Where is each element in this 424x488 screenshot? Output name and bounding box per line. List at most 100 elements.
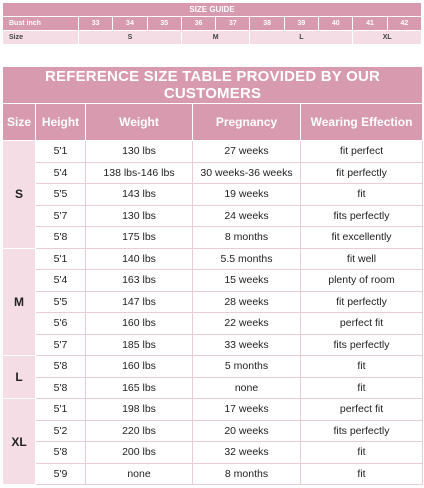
- height-cell: 5'8: [35, 226, 86, 249]
- bust-value: 35: [146, 16, 182, 31]
- table-row: 5'4 163 lbs 15 weeks plenty of room: [3, 269, 424, 292]
- pregnancy-cell: 27 weeks: [192, 140, 301, 163]
- wearing-effection-cell: fit: [299, 441, 424, 464]
- pregnancy-cell: 33 weeks: [192, 334, 301, 356]
- height-cell: 5'6: [35, 312, 86, 335]
- size-value-s: S: [78, 30, 182, 45]
- size-group-cell: XL: [2, 398, 36, 485]
- height-cell: 5'7: [35, 205, 86, 227]
- bust-value: 39: [283, 16, 320, 31]
- pregnancy-cell: 8 months: [192, 226, 301, 249]
- pregnancy-cell: 30 weeks-36 weeks: [192, 162, 301, 184]
- weight-cell: 185 lbs: [85, 334, 193, 356]
- wearing-effection-cell: fit: [299, 377, 424, 399]
- weight-cell: 198 lbs: [85, 398, 193, 421]
- height-cell: 5'8: [35, 441, 86, 464]
- reference-size-table: REFERENCE SIZE TABLE PROVIDED BY OUR CUS…: [1, 66, 424, 485]
- weight-cell: 143 lbs: [85, 183, 193, 206]
- pregnancy-cell: 5.5 months: [192, 248, 301, 270]
- table-row: 5'7 130 lbs 24 weeks fits perfectly: [3, 205, 424, 227]
- bust-row: Bust inch 33 34 35 36 37 38 39 40 41 42: [2, 16, 423, 31]
- weight-cell: 160 lbs: [85, 312, 193, 335]
- table-row: 5'2 220 lbs 20 weeks fits perfectly: [3, 420, 424, 442]
- height-cell: 5'1: [35, 140, 86, 163]
- header-wearing-effection: Wearing Effection: [299, 103, 424, 141]
- table-row: 5'8 200 lbs 32 weeks fit: [3, 441, 424, 464]
- pregnancy-cell: 22 weeks: [192, 312, 301, 335]
- bust-label: Bust inch: [2, 16, 79, 31]
- size-row: Size S M L XL: [2, 30, 422, 45]
- weight-cell: 160 lbs: [85, 355, 193, 378]
- reference-title-row: REFERENCE SIZE TABLE PROVIDED BY OUR CUS…: [1, 66, 424, 104]
- table-row: 5'8 175 lbs 8 months fit excellently: [3, 226, 424, 249]
- height-cell: 5'5: [35, 183, 86, 206]
- table-row: 5'7 185 lbs 33 weeks fits perfectly: [3, 334, 424, 356]
- wearing-effection-cell: fit excellently: [299, 226, 424, 249]
- bust-value: 42: [386, 16, 423, 31]
- height-cell: 5'4: [35, 162, 86, 184]
- bust-value: 38: [249, 16, 285, 31]
- table-row: 5'5 143 lbs 19 weeks fit: [3, 183, 424, 206]
- height-cell: 5'8: [35, 377, 86, 399]
- pregnancy-cell: 15 weeks: [192, 269, 301, 292]
- size-guide-title-row: SIZE GUIDE: [2, 2, 422, 17]
- table-row: S 5'1 130 lbs 27 weeks fit perfect: [2, 140, 424, 249]
- header-weight: Weight: [85, 103, 193, 141]
- weight-cell: 130 lbs: [85, 205, 193, 227]
- height-cell: 5'8: [35, 355, 86, 378]
- bust-value: 40: [318, 16, 354, 31]
- bust-value: 34: [112, 16, 148, 31]
- bust-value: 33: [77, 16, 114, 31]
- height-cell: 5'4: [35, 269, 86, 292]
- wearing-effection-cell: perfect fit: [299, 312, 424, 335]
- wearing-effection-cell: fit: [299, 355, 424, 378]
- wearing-effection-cell: fits perfectly: [299, 205, 424, 227]
- table-row: 5'4 138 lbs-146 lbs 30 weeks-36 weeks fit p…: [3, 162, 424, 184]
- height-cell: 5'2: [35, 420, 86, 442]
- size-guide-table: SIZE GUIDE Bust inch 33 34 35 36 37 38 3…: [2, 2, 423, 45]
- table-row: 5'9 none 8 months fit: [3, 463, 424, 485]
- table-row: XL 5'1 198 lbs 17 weeks perfect fit: [2, 398, 424, 485]
- weight-cell: 220 lbs: [85, 420, 193, 442]
- size-label: Size: [2, 30, 79, 45]
- table-row: 5'6 160 lbs 22 weeks perfect fit: [3, 312, 424, 335]
- reference-table-body: S 5'1 130 lbs 27 weeks fit perfect 5'4 138 lbs…: [2, 140, 424, 485]
- pregnancy-cell: 5 months: [192, 355, 301, 378]
- size-group-cell: L: [2, 355, 36, 399]
- wearing-effection-cell: perfect fit: [299, 398, 424, 421]
- pregnancy-cell: 24 weeks: [192, 205, 301, 227]
- wearing-effection-cell: fit: [299, 463, 424, 485]
- bust-value: 36: [180, 16, 217, 31]
- header-pregnancy: Pregnancy: [192, 103, 301, 141]
- reference-header-row: Size Height Weight Pregnancy Wearing Eff…: [2, 103, 424, 141]
- table-row: M 5'1 140 lbs 5.5 months fit well: [2, 247, 424, 356]
- wearing-effection-cell: fits perfectly: [299, 420, 424, 442]
- header-height: Height: [35, 103, 86, 141]
- height-cell: 5'1: [35, 248, 86, 270]
- size-guide-title: SIZE GUIDE: [2, 2, 422, 17]
- weight-cell: 140 lbs: [85, 248, 193, 270]
- height-cell: 5'9: [35, 463, 86, 485]
- wearing-effection-cell: fits perfectly: [299, 334, 424, 356]
- table-row: L 5'8 160 lbs 5 months fit: [2, 355, 424, 399]
- height-cell: 5'1: [35, 398, 86, 421]
- size-group-cell: S: [2, 140, 36, 249]
- weight-cell: 200 lbs: [85, 441, 193, 464]
- weight-cell: none: [85, 463, 193, 485]
- wearing-effection-cell: fit well: [299, 248, 424, 270]
- wearing-effection-cell: fit perfectly: [299, 162, 424, 184]
- weight-cell: 175 lbs: [85, 226, 193, 249]
- pregnancy-cell: none: [192, 377, 301, 399]
- pregnancy-cell: 19 weeks: [192, 183, 301, 206]
- bust-value: 37: [215, 16, 251, 31]
- pregnancy-cell: 17 weeks: [192, 398, 301, 421]
- size-group-cell: M: [2, 247, 36, 356]
- header-size: Size: [2, 103, 36, 141]
- pregnancy-cell: 28 weeks: [192, 291, 301, 313]
- table-row: 5'8 165 lbs none fit: [3, 377, 424, 399]
- wearing-effection-cell: fit perfect: [299, 140, 424, 163]
- wearing-effection-cell: fit perfectly: [299, 291, 424, 313]
- weight-cell: 130 lbs: [85, 140, 193, 163]
- size-value-xl: XL: [352, 30, 422, 45]
- height-cell: 5'7: [35, 334, 86, 356]
